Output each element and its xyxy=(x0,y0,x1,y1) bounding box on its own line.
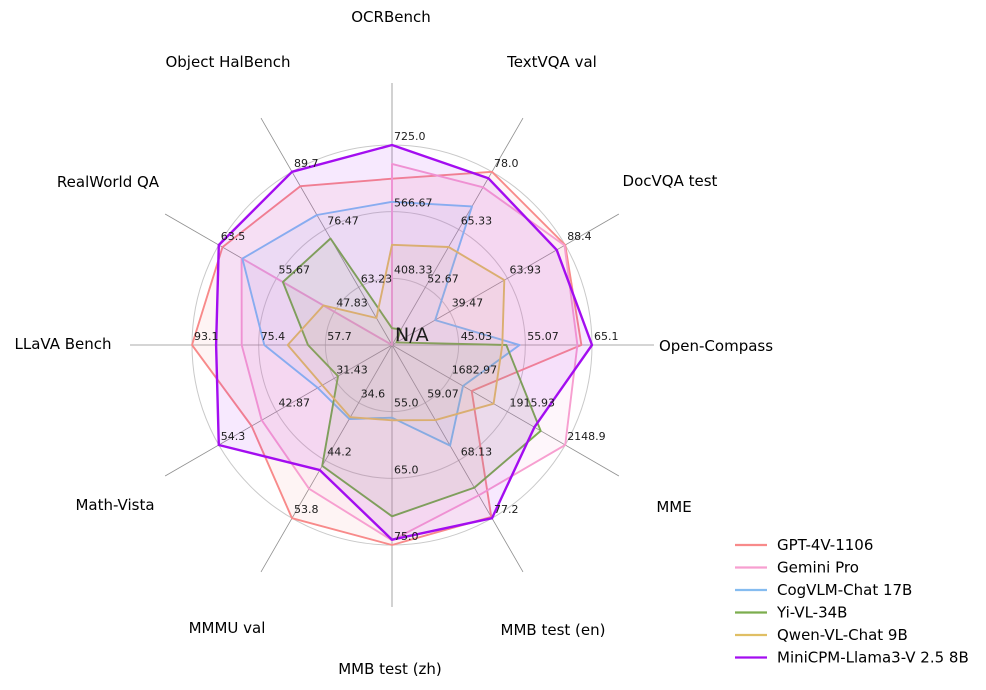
radar-series xyxy=(191,143,594,546)
tick-label: 1682.97 xyxy=(452,363,498,376)
radar-tick-labels: 408.33 566.67 725.0 52.67 65.33 78.0 39.47 63.9… xyxy=(194,130,619,543)
radar-spoke xyxy=(391,344,524,573)
axis-label-math-vista: Math-Vista xyxy=(75,496,154,514)
axis-label-object-halbench: Object HalBench xyxy=(165,53,290,71)
axis-label-realworld-qa: RealWorld QA xyxy=(57,173,160,191)
radar-spoke xyxy=(391,117,524,346)
axis-label-mmb-test-zh-: MMB test (zh) xyxy=(338,660,442,678)
legend-item: Qwen-VL-Chat 9B xyxy=(735,626,908,644)
tick-label: 31.43 xyxy=(336,363,368,376)
tick-label: 65.33 xyxy=(461,215,493,228)
legend-item: Yi-VL-34B xyxy=(735,604,847,622)
tick-label: 65.0 xyxy=(394,463,419,476)
series-polygon-minicpm-llama3-v-2-5-8b xyxy=(214,143,594,541)
chart-legend: GPT-4V-1106 Gemini Pro CogVLM-Chat 17B Yi-V… xyxy=(735,536,969,667)
tick-label: 53.8 xyxy=(294,503,319,516)
tick-label: 63.93 xyxy=(510,263,542,276)
tick-label: 78.0 xyxy=(494,157,519,170)
tick-label: 75.4 xyxy=(261,330,286,343)
tick-label: 89.7 xyxy=(294,157,319,170)
tick-label: 55.0 xyxy=(394,397,419,410)
tick-label: 1915.93 xyxy=(510,397,556,410)
tick-label: 93.1 xyxy=(194,330,219,343)
tick-label: 76.47 xyxy=(327,215,359,228)
tick-label: 2148.9 xyxy=(567,430,606,443)
tick-label: 68.13 xyxy=(461,446,493,459)
radar-spoke xyxy=(260,117,393,346)
legend-label: CogVLM-Chat 17B xyxy=(777,581,912,599)
tick-label: 88.4 xyxy=(567,230,592,243)
radar-spoke xyxy=(260,344,393,573)
tick-label: 52.67 xyxy=(427,272,459,285)
series-polygon-yi-vl-34b xyxy=(281,237,542,518)
legend-item: CogVLM-Chat 17B xyxy=(735,581,912,599)
axis-label-docvqa-test: DocVQA test xyxy=(623,172,718,190)
legend-label: Qwen-VL-Chat 9B xyxy=(777,626,908,644)
legend-label: MiniCPM-Llama3-V 2.5 8B xyxy=(777,649,969,667)
tick-label: 75.0 xyxy=(394,530,419,543)
center-na-label: N/A xyxy=(395,324,429,346)
axis-label-textvqa-val: TextVQA val xyxy=(506,53,597,71)
tick-label: 54.3 xyxy=(221,430,246,443)
tick-label: 408.33 xyxy=(394,263,433,276)
tick-label: 65.1 xyxy=(594,330,619,343)
series-polygon-cogvlm-chat-17b xyxy=(241,200,521,447)
legend-item: MiniCPM-Llama3-V 2.5 8B xyxy=(735,649,969,667)
axis-label-open-compass: Open-Compass xyxy=(659,337,773,355)
radar-spoke xyxy=(391,213,620,346)
tick-label: 63.23 xyxy=(361,272,393,285)
tick-label: 57.7 xyxy=(327,330,352,343)
tick-label: 45.03 xyxy=(461,330,493,343)
axis-label-llava-bench: LLaVA Bench xyxy=(14,335,111,353)
radar-axis-labels: OCRBench TextVQA val DocVQA test Open-Compa… xyxy=(14,8,773,678)
radar-spoke xyxy=(391,344,620,477)
radar-spoke xyxy=(164,344,393,477)
tick-label: 47.83 xyxy=(336,297,368,310)
tick-label: 55.07 xyxy=(527,330,559,343)
tick-label: 63.5 xyxy=(221,230,246,243)
series-polygon-qwen-vl-chat-9b xyxy=(286,243,506,422)
tick-label: 55.67 xyxy=(279,263,311,276)
axis-label-mmmu-val: MMMU val xyxy=(189,619,266,637)
tick-label: 42.87 xyxy=(279,397,311,410)
legend-item: GPT-4V-1106 xyxy=(735,536,873,554)
tick-label: 725.0 xyxy=(394,130,426,143)
tick-label: 34.6 xyxy=(361,388,386,401)
legend-label: Yi-VL-34B xyxy=(776,604,847,622)
tick-label: 39.47 xyxy=(452,297,484,310)
tick-label: 59.07 xyxy=(427,388,459,401)
tick-label: 566.67 xyxy=(394,197,433,210)
legend-item: Gemini Pro xyxy=(735,559,859,577)
legend-label: GPT-4V-1106 xyxy=(777,536,873,554)
axis-label-ocrbench: OCRBench xyxy=(351,8,430,26)
axis-label-mmb-test-en-: MMB test (en) xyxy=(501,621,606,639)
tick-label: 77.2 xyxy=(494,503,519,516)
legend-label: Gemini Pro xyxy=(777,559,859,577)
axis-label-mme: MME xyxy=(656,498,691,516)
tick-label: 44.2 xyxy=(327,446,352,459)
